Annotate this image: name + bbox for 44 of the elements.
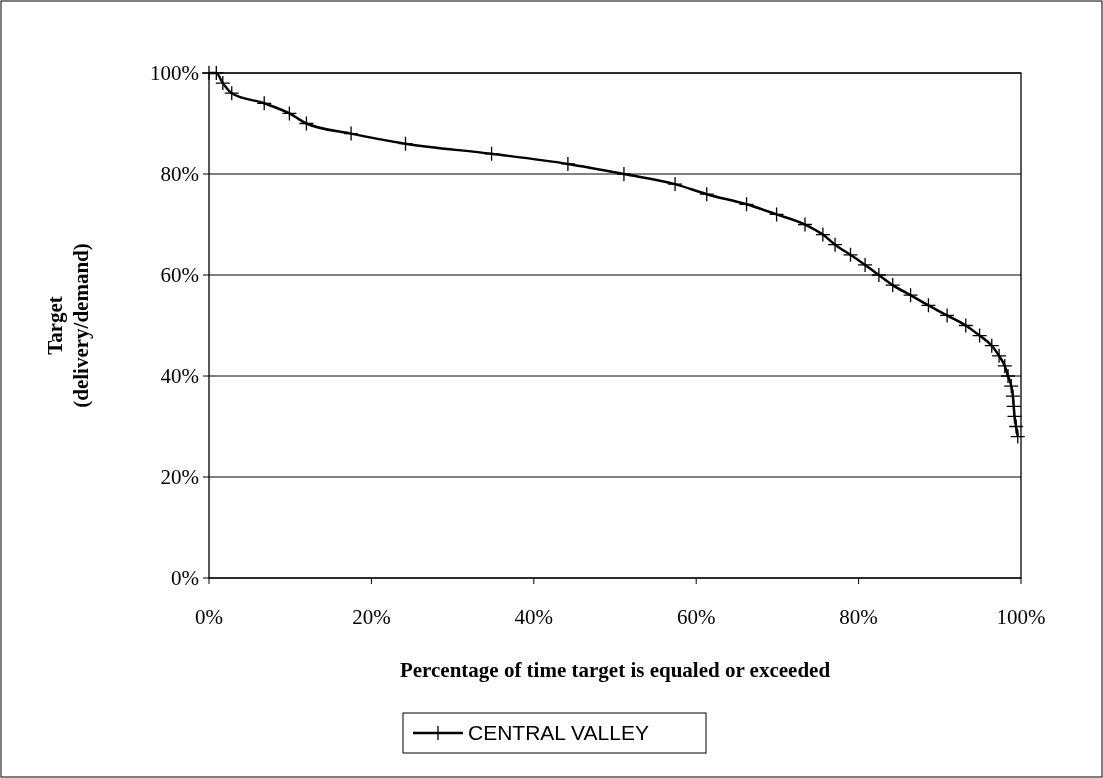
y-tick-label: 80%: [160, 162, 199, 187]
x-tick-label: 60%: [676, 605, 716, 629]
point: [256, 95, 272, 111]
point: [939, 307, 955, 324]
point: [281, 105, 298, 122]
point: [738, 196, 755, 212]
x-tick-label: 100%: [996, 605, 1046, 629]
legend-label: CENTRAL VALLEY: [468, 721, 649, 745]
y-tick-label: 100%: [150, 61, 199, 86]
x-tick-label: 0%: [195, 605, 223, 629]
point: [667, 176, 683, 192]
x-axis-title: Percentage of time target is equaled or exceeded: [399, 658, 831, 682]
point: [343, 125, 359, 142]
point: [958, 317, 974, 334]
point: [224, 85, 240, 101]
point: [920, 297, 937, 313]
y-tick-label: 60%: [160, 263, 199, 288]
point: [768, 206, 785, 223]
point: [971, 327, 988, 344]
y-tick-label: 20%: [160, 465, 199, 490]
point: [298, 115, 315, 132]
point: [397, 136, 414, 152]
x-tick-label: 80%: [839, 605, 878, 629]
point: [1000, 368, 1016, 384]
point: [1006, 408, 1023, 425]
point: [885, 277, 901, 293]
x-tick-label: 40%: [514, 605, 554, 629]
point: [797, 216, 813, 233]
point: [842, 247, 859, 263]
point: [1008, 418, 1024, 435]
point: [483, 146, 500, 162]
y-tick-label: 40%: [160, 364, 199, 389]
point: [1003, 378, 1019, 394]
point: [827, 237, 843, 253]
point: [902, 287, 919, 303]
point: [997, 358, 1013, 374]
y-axis-title: Target (delivery/demand): [43, 243, 93, 408]
point: [815, 226, 831, 243]
point: [1010, 428, 1026, 445]
x-tick-label: 20%: [352, 605, 391, 629]
y-tick-label: 0%: [171, 566, 199, 591]
point: [871, 267, 887, 283]
point: [857, 257, 873, 273]
point: [699, 186, 715, 202]
